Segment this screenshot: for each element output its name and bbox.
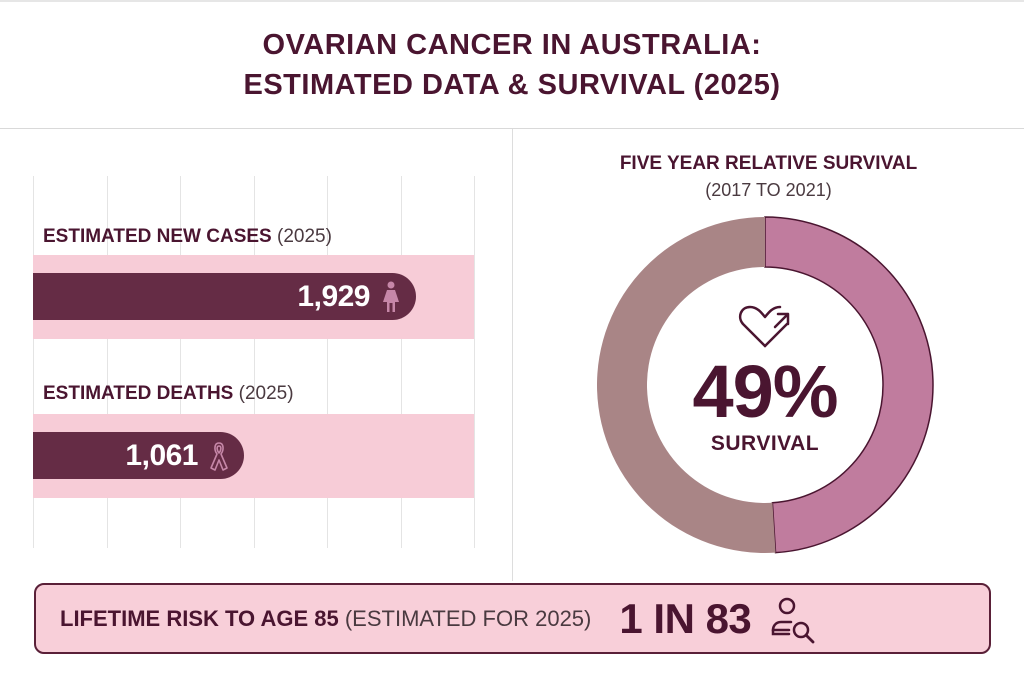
bar-label-year: (2025) (238, 383, 294, 404)
grid-line (474, 176, 475, 548)
grid-line (400, 176, 402, 548)
bar-label-year: (2025) (277, 226, 332, 247)
donut-slice-survival (764, 216, 934, 554)
bar-label-strong: ESTIMATED DEATHS (43, 383, 234, 404)
grid-line (106, 176, 108, 548)
bar-new-cases: 1,929 (33, 273, 416, 320)
risk-label-note: (ESTIMATED FOR 2025) (344, 605, 592, 631)
bar-value-deaths: 1,061 (125, 438, 198, 472)
grid-line (253, 176, 255, 548)
donut-slice-remainder (597, 216, 776, 553)
risk-label: LIFETIME RISK TO AGE 85 (ESTIMATED FOR 2… (60, 606, 591, 632)
header: OVARIAN CANCER IN AUSTRALIA: ESTIMATED D… (0, 2, 1024, 128)
person-search-icon (772, 597, 815, 643)
grid-line (180, 176, 181, 548)
grid-line (327, 176, 328, 548)
lifetime-risk-box: LIFETIME RISK TO AGE 85 (ESTIMATED FOR 2… (34, 583, 991, 654)
survival-donut-chart (597, 216, 934, 554)
top-border (0, 0, 1024, 2)
bar-label-new-cases: ESTIMATED NEW CASES (2025) (43, 226, 332, 248)
bar-deaths: 1,061 (33, 432, 244, 479)
page-title-line1: OVARIAN CANCER IN AUSTRALIA: (262, 29, 762, 61)
risk-label-strong: LIFETIME RISK TO AGE 85 (60, 605, 339, 631)
page-title-line2: ESTIMATED DATA & SURVIVAL (2025) (243, 69, 781, 101)
donut-subtitle: (2017 TO 2021) (705, 180, 832, 200)
bar-value-new-cases: 1,929 (297, 279, 370, 313)
female-person-icon (383, 281, 399, 312)
header-divider (0, 128, 1024, 129)
bar-label-deaths: ESTIMATED DEATHS (2025) (43, 383, 294, 405)
risk-value: 1 IN 83 (619, 594, 752, 642)
panel-divider (512, 129, 513, 581)
donut-title: FIVE YEAR RELATIVE SURVIVAL (619, 153, 918, 174)
bar-label-strong: ESTIMATED NEW CASES (43, 226, 272, 247)
grid-line (33, 176, 34, 548)
awareness-ribbon-icon (210, 441, 228, 471)
